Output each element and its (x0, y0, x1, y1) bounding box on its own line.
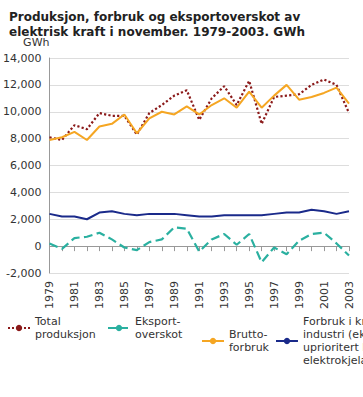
svg-text:1989: 1989 (168, 281, 181, 309)
svg-text:-2,000: -2,000 (6, 267, 41, 280)
svg-text:GWh: GWh (23, 36, 50, 49)
svg-text:2001: 2001 (318, 281, 331, 309)
svg-text:1981: 1981 (68, 281, 81, 309)
svg-text:Brutto-: Brutto- (229, 328, 268, 341)
svg-text:Total: Total (34, 315, 61, 328)
svg-text:1985: 1985 (118, 281, 131, 309)
svg-text:14,000: 14,000 (3, 52, 42, 65)
svg-text:10,000: 10,000 (3, 105, 42, 118)
svg-text:Forbruk i kraftintensiv: Forbruk i kraftintensiv (303, 315, 363, 328)
svg-text:overskot: overskot (135, 328, 183, 341)
svg-text:1987: 1987 (143, 281, 156, 309)
svg-text:elektrisk kraft i november. 19: elektrisk kraft i november. 1979-2003. G… (9, 25, 305, 39)
svg-text:6,000: 6,000 (10, 159, 42, 172)
svg-text:elektrokjelar): elektrokjelar) (303, 354, 363, 367)
svg-text:Eksport-: Eksport- (135, 315, 181, 328)
svg-text:8,000: 8,000 (10, 132, 42, 145)
svg-text:Produksjon, forbruk og eksport: Produksjon, forbruk og eksportoverskot a… (9, 10, 304, 24)
svg-text:industri (eksklusive: industri (eksklusive (303, 328, 363, 341)
svg-text:2,000: 2,000 (10, 213, 42, 226)
svg-text:1993: 1993 (218, 281, 231, 309)
svg-text:2003: 2003 (343, 281, 356, 309)
svg-text:1991: 1991 (193, 281, 206, 309)
svg-text:forbruk: forbruk (229, 341, 270, 354)
svg-text:0: 0 (34, 240, 41, 253)
svg-text:1997: 1997 (268, 281, 281, 309)
svg-text:4,000: 4,000 (10, 186, 42, 199)
svg-text:uprioritert kraft til: uprioritert kraft til (303, 341, 363, 354)
svg-text:12,000: 12,000 (3, 78, 42, 91)
svg-text:produksjon: produksjon (35, 328, 96, 341)
svg-text:1999: 1999 (293, 281, 306, 309)
svg-text:1983: 1983 (93, 281, 106, 309)
svg-text:1995: 1995 (243, 281, 256, 309)
svg-text:1979: 1979 (43, 281, 56, 309)
